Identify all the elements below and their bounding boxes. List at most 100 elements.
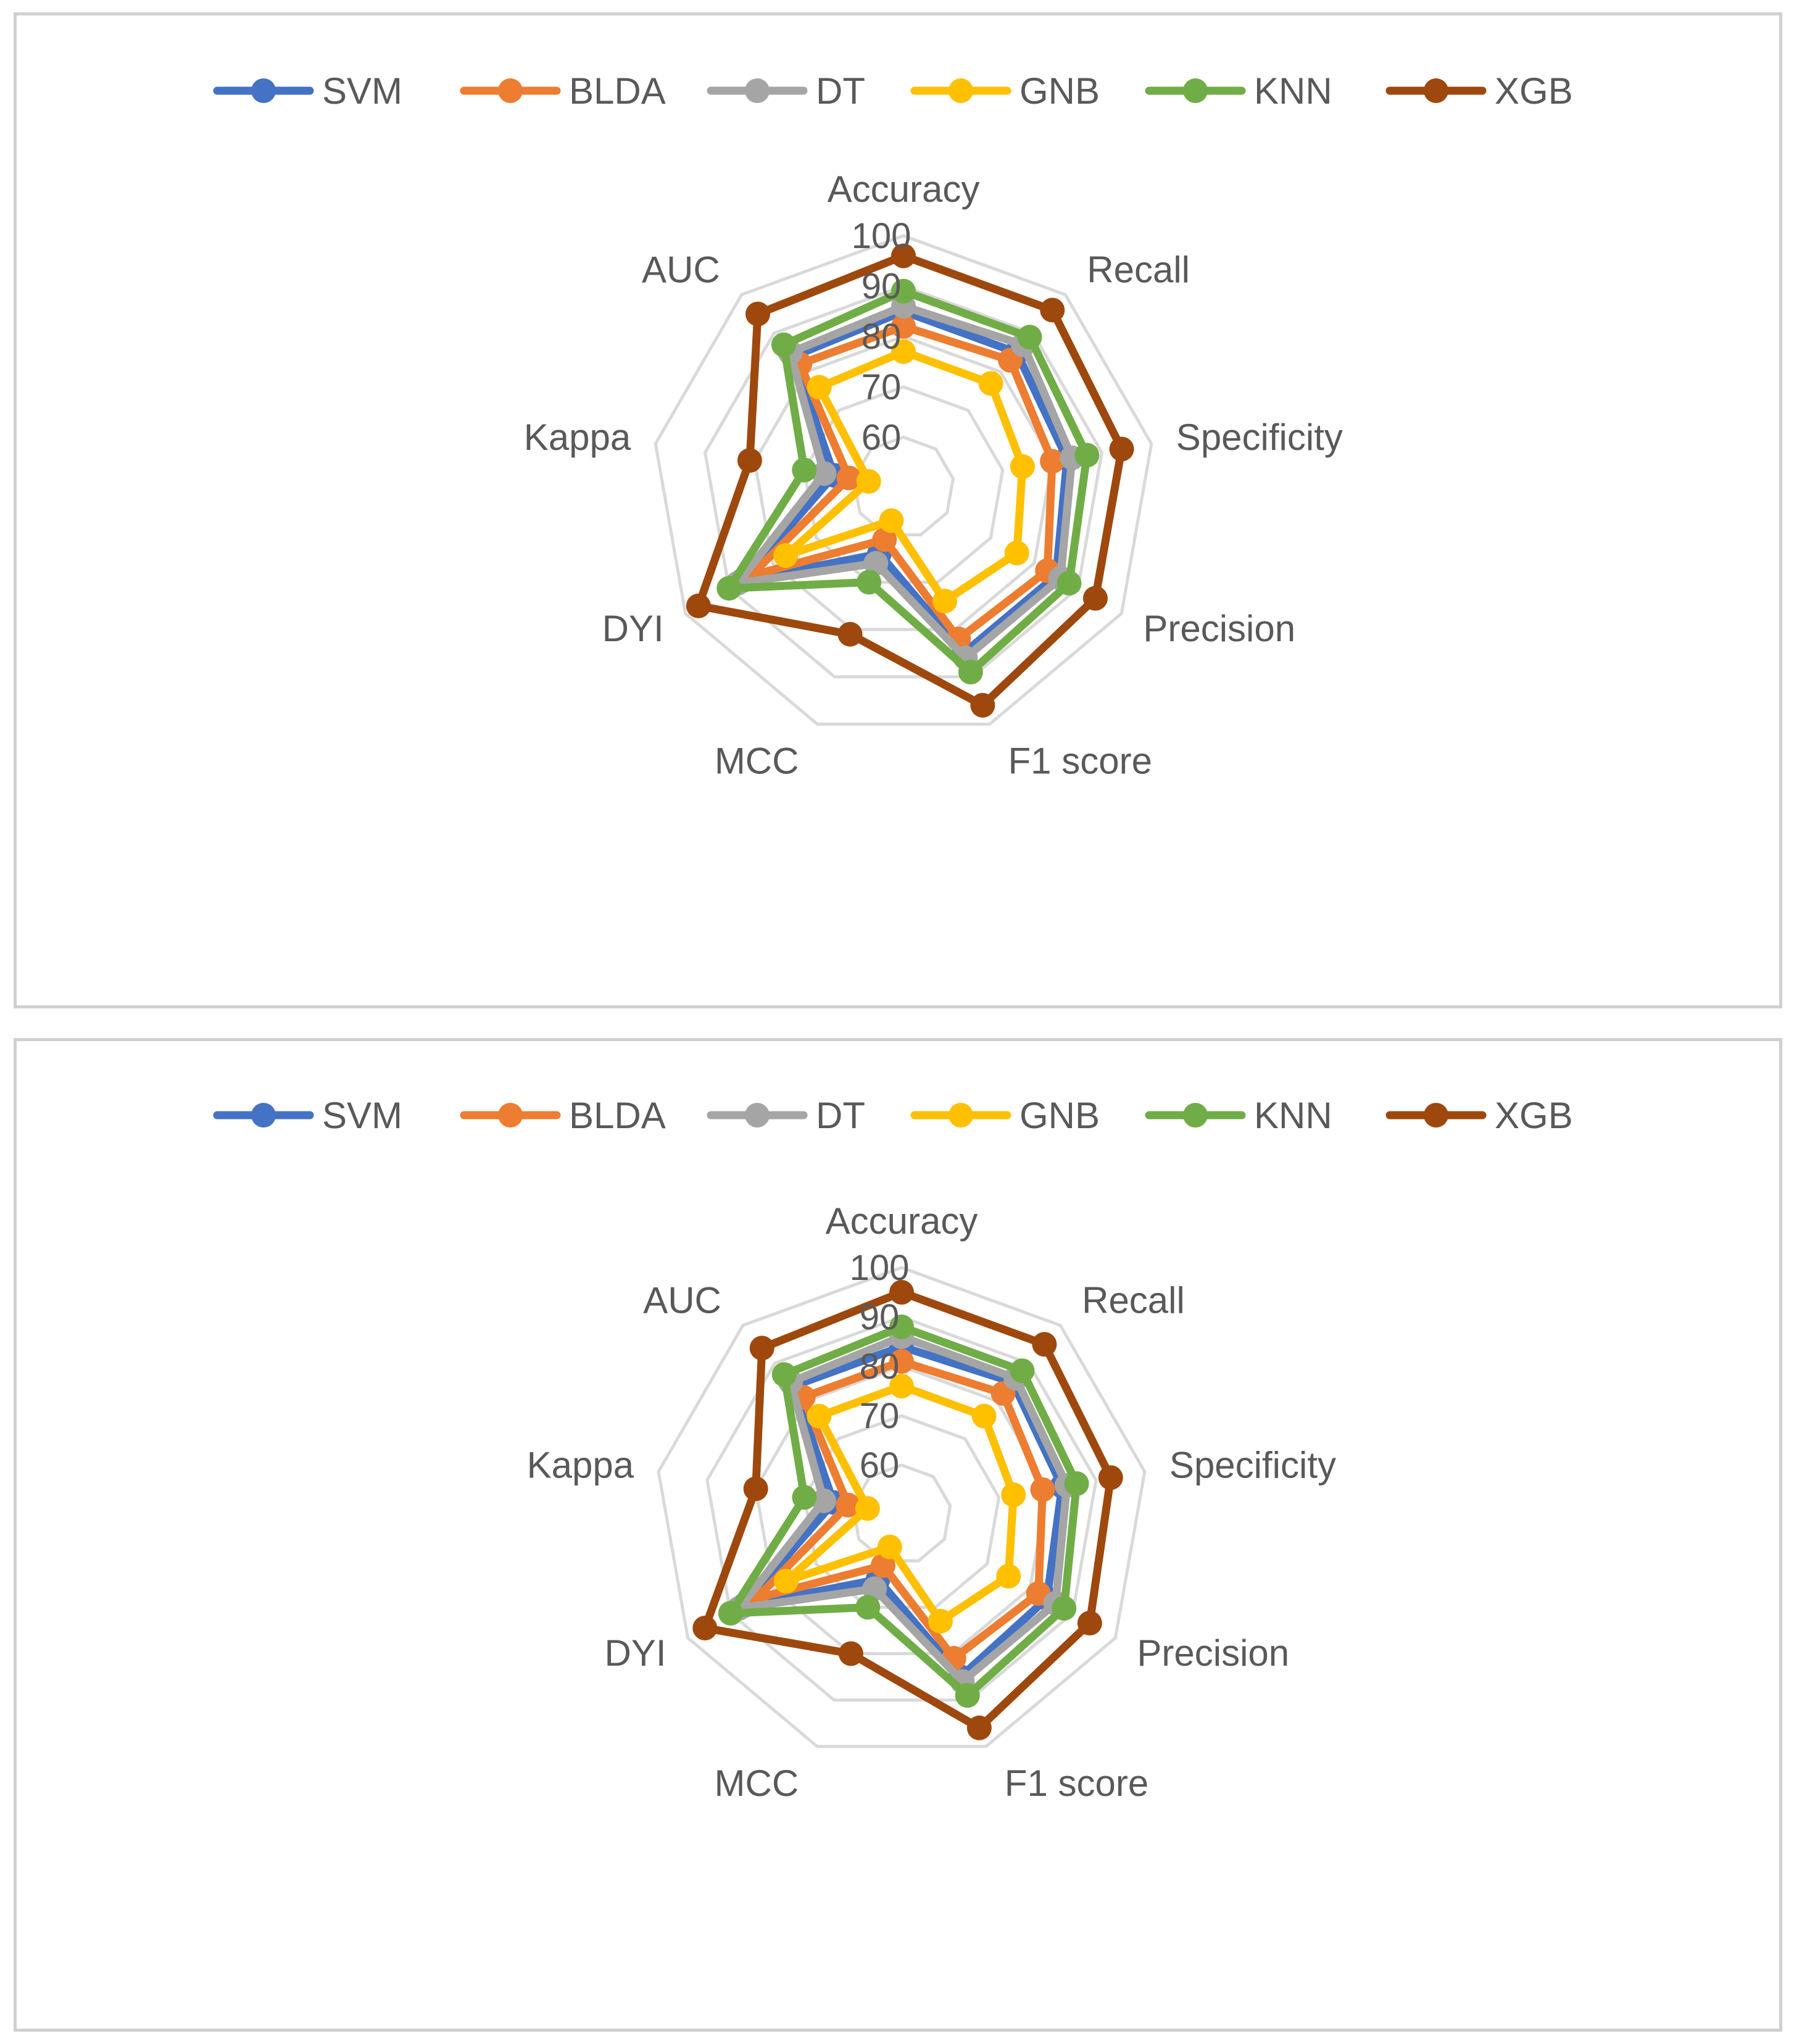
- point-gnb-f1-score: [928, 1608, 953, 1634]
- series-line-gnb: [782, 1382, 1018, 1626]
- legend-item-knn: KNN: [1145, 70, 1332, 112]
- point-blda-specificity: [1040, 449, 1065, 474]
- grid-ring-100: [654, 234, 1153, 726]
- axis-label-dyi: DYI: [605, 1632, 666, 1674]
- legend-label-knn: KNN: [1254, 1095, 1332, 1136]
- axis-label-dyi: DYI: [602, 608, 664, 649]
- point-knn-kappa: [792, 1485, 817, 1510]
- point-xgb-precision: [1077, 1611, 1102, 1635]
- legend-item-blda: BLDA: [460, 70, 666, 112]
- axis-label-auc: AUC: [642, 249, 720, 290]
- axis-label-kappa: Kappa: [527, 1445, 634, 1486]
- axis-label-specificity: Specificity: [1169, 1445, 1336, 1486]
- tick-label-80: 80: [860, 1347, 900, 1387]
- legend: SVM BLDA DT GNB KNN XGB: [213, 1095, 1573, 1136]
- tick-label-60: 60: [862, 417, 902, 457]
- point-xgb-specificity: [1109, 436, 1134, 462]
- point-gnb-accuracy: [889, 1374, 914, 1398]
- point-blda-accuracy: [889, 1349, 914, 1374]
- point-knn-auc: [771, 1362, 797, 1387]
- point-dt-mcc: [863, 550, 889, 576]
- legend-item-svm: SVM: [213, 70, 402, 112]
- point-gnb-recall: [978, 371, 1003, 396]
- legend-label-knn: KNN: [1254, 70, 1332, 112]
- axis-label-f1-score: F1 score: [1005, 1763, 1148, 1804]
- point-knn-specificity: [1064, 1471, 1089, 1496]
- point-blda-kappa: [836, 1492, 861, 1518]
- point-xgb-f1-score: [970, 692, 995, 718]
- radar-chart-top: 60 70 80 90 100 Accuracy Recall Specificity Prec…: [213, 70, 1573, 781]
- point-knn-recall: [1010, 1358, 1035, 1384]
- point-dt-kappa: [811, 1488, 836, 1513]
- legend-label-dt: DT: [816, 70, 865, 112]
- point-dt-mcc: [862, 1576, 887, 1602]
- legend-item-gnb: GNB: [910, 70, 1100, 112]
- point-knn-f1-score: [958, 660, 983, 685]
- series-gnb: [773, 1374, 1026, 1634]
- legend-label-svm: SVM: [322, 70, 402, 112]
- tick-labels: 60 70 80 90 100: [850, 1248, 910, 1485]
- series-line-xgb: [700, 1288, 1115, 1732]
- legend-label-blda: BLDA: [569, 70, 666, 112]
- tick-label-100: 100: [850, 1248, 910, 1288]
- point-dt-kappa: [812, 461, 837, 486]
- point-gnb-specificity: [1010, 454, 1035, 479]
- tick-labels: 60 70 80 90 100: [852, 216, 911, 457]
- point-knn-mcc: [855, 1595, 881, 1620]
- legend-item-dt: DT: [707, 1095, 865, 1136]
- legend-item-knn: KNN: [1145, 1095, 1332, 1136]
- series-xgb: [686, 243, 1134, 718]
- series-line-knn: [725, 287, 1091, 676]
- series-line-svm: [739, 1342, 1066, 1681]
- point-blda-specificity: [1030, 1477, 1055, 1502]
- legend-item-gnb: GNB: [910, 1095, 1100, 1136]
- point-xgb-kappa: [743, 1476, 768, 1502]
- grid: [654, 234, 1153, 726]
- legend-label-xgb: XGB: [1495, 1095, 1573, 1136]
- tick-label-90: 90: [860, 1297, 900, 1337]
- axis-label-accuracy: Accuracy: [826, 1200, 978, 1242]
- tick-label-100: 100: [852, 216, 911, 256]
- point-blda-kappa: [836, 465, 862, 491]
- legend-swatch-marker-svm: [251, 78, 276, 103]
- series-dt: [726, 1324, 1079, 1694]
- series-group: [686, 243, 1134, 718]
- tick-label-60: 60: [860, 1445, 900, 1485]
- point-xgb-accuracy: [889, 1280, 914, 1305]
- point-xgb-auc: [745, 301, 770, 326]
- axis-label-recall: Recall: [1082, 1280, 1185, 1321]
- point-gnb-recall: [971, 1403, 997, 1429]
- tick-label-70: 70: [862, 367, 902, 407]
- legend: SVM BLDA DT GNB KNN XGB: [213, 70, 1573, 112]
- point-xgb-recall: [1032, 1332, 1057, 1357]
- grid-ring-90: [703, 284, 1104, 679]
- point-knn-specificity: [1074, 442, 1100, 468]
- point-gnb-kappa: [855, 1496, 880, 1521]
- legend-label-xgb: XGB: [1495, 70, 1573, 112]
- series-group: [692, 1280, 1123, 1740]
- point-xgb-auc: [749, 1336, 774, 1361]
- legend-swatch-marker-svm: [251, 1103, 276, 1128]
- point-gnb-mcc: [877, 1534, 902, 1560]
- legend-item-xgb: XGB: [1385, 1095, 1573, 1136]
- legend-item-dt: DT: [707, 70, 865, 112]
- point-gnb-f1-score: [932, 589, 957, 614]
- series-xgb: [692, 1280, 1123, 1740]
- tick-label-70: 70: [860, 1396, 900, 1436]
- point-gnb-dyi: [773, 1569, 799, 1593]
- point-knn-accuracy: [889, 1315, 914, 1339]
- radar-chart-bottom: 60 70 80 90 100 Accuracy Recall Specificity Prec…: [213, 1095, 1573, 1804]
- point-gnb-kappa: [856, 469, 881, 494]
- series-knn: [718, 1315, 1089, 1708]
- legend-swatch-marker-blda: [498, 1103, 523, 1128]
- legend-label-gnb: GNB: [1019, 1095, 1100, 1136]
- legend-swatch-marker-knn: [1183, 1103, 1208, 1128]
- axis-label-mcc: MCC: [715, 740, 799, 781]
- legend-item-blda: BLDA: [460, 1095, 666, 1136]
- axis-label-precision: Precision: [1143, 608, 1295, 649]
- point-blda-mcc: [872, 527, 897, 552]
- series-line-dt: [735, 1332, 1071, 1686]
- point-xgb-specificity: [1098, 1465, 1123, 1490]
- grid-ring-90: [705, 1315, 1098, 1702]
- axis-label-precision: Precision: [1137, 1632, 1289, 1674]
